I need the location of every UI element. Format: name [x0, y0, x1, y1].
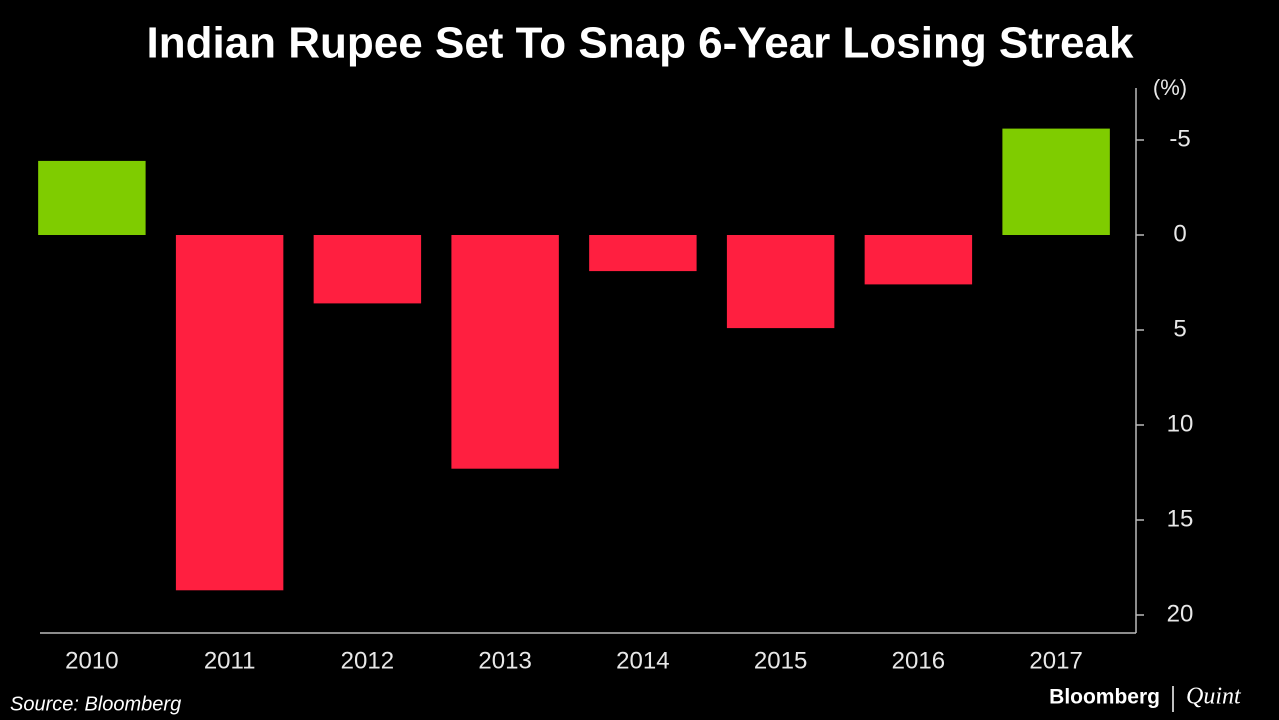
- y-tick-label: 0: [1173, 220, 1186, 247]
- bar: [864, 235, 973, 285]
- bar: [451, 235, 559, 469]
- y-tick-label: 20: [1167, 600, 1194, 627]
- brand-quint: Quint: [1186, 684, 1242, 710]
- y-unit-label: (%): [1153, 75, 1187, 100]
- bar: [1002, 128, 1110, 235]
- source: Source: Bloomberg: [10, 693, 181, 715]
- x-tick-label: 2017: [1029, 647, 1082, 674]
- chart-title: Indian Rupee Set To Snap 6-Year Losing S…: [147, 19, 1135, 68]
- y-tick-label: 15: [1167, 505, 1194, 532]
- x-tick-label: 2013: [478, 647, 531, 674]
- x-tick-label: 2014: [616, 647, 669, 674]
- x-tick-label: 2015: [754, 647, 807, 674]
- bar: [726, 235, 835, 329]
- y-tick-label: 5: [1173, 315, 1186, 342]
- bar: [313, 235, 422, 304]
- x-tick-label: 2012: [341, 647, 394, 674]
- x-tick-label: 2010: [65, 647, 118, 674]
- y-tick-label: -5: [1169, 125, 1190, 152]
- x-tick-label: 2011: [204, 647, 256, 674]
- bar: [38, 160, 146, 235]
- bar: [175, 235, 284, 591]
- x-tick-label: 2016: [892, 647, 945, 674]
- brand-bloomberg: Bloomberg: [1049, 686, 1160, 709]
- y-tick-label: 10: [1167, 410, 1194, 437]
- bar: [589, 235, 697, 272]
